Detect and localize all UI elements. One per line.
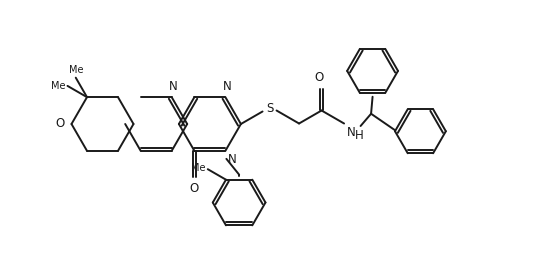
Text: O: O <box>314 72 324 84</box>
Text: N: N <box>228 153 237 166</box>
Text: Me: Me <box>69 65 83 75</box>
Text: S: S <box>266 102 274 115</box>
Text: Me: Me <box>51 81 65 91</box>
Text: N: N <box>169 80 177 93</box>
Text: H: H <box>355 129 364 143</box>
Text: O: O <box>56 118 65 130</box>
Text: Me: Me <box>191 163 205 173</box>
Text: N: N <box>346 126 356 139</box>
Text: O: O <box>190 182 199 195</box>
Text: N: N <box>222 80 231 93</box>
